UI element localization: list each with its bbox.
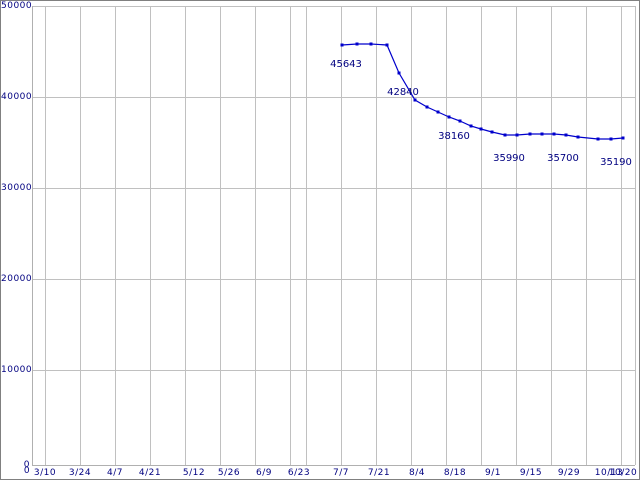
x-axis-tick-label: 8/4 (409, 468, 425, 478)
vertical-gridline (516, 6, 517, 465)
x-axis-tick-label: 9/15 (519, 468, 543, 478)
y-axis-tick-label: 50000 (1, 1, 33, 11)
x-axis-tick-label: 3/10 (33, 468, 57, 478)
horizontal-gridline (32, 279, 635, 280)
vertical-gridline (80, 6, 81, 465)
x-axis-tick-label: 10/20 (608, 468, 638, 478)
origin-label: 0 (23, 466, 31, 476)
vertical-gridline (185, 6, 186, 465)
x-axis-line (32, 465, 635, 466)
vertical-gridline (446, 6, 447, 465)
vertical-gridline (635, 6, 636, 465)
data-point-value-label: 45643 (330, 59, 362, 70)
data-point-value-label: 35190 (600, 157, 632, 168)
y-axis-tick-label: 0 (23, 460, 30, 470)
x-axis-tick-label: 4/21 (138, 468, 162, 478)
x-axis-tick-label: 3/24 (68, 468, 92, 478)
x-axis-tick-label: 5/26 (217, 468, 241, 478)
x-axis-tick-label: 9/1 (485, 468, 501, 478)
horizontal-gridline (32, 6, 635, 7)
x-axis-tick-label: 6/9 (256, 468, 272, 478)
data-point-value-label: 42840 (387, 87, 419, 98)
vertical-gridline (306, 6, 307, 465)
x-axis-tick-label: 7/7 (333, 468, 349, 478)
horizontal-gridline (32, 370, 635, 371)
data-point-value-label: 35700 (547, 153, 579, 164)
vertical-gridline (481, 6, 482, 465)
vertical-gridline (411, 6, 412, 465)
data-point-value-label: 35990 (493, 153, 525, 164)
x-axis-tick-label: 8/18 (443, 468, 467, 478)
horizontal-gridline (32, 188, 635, 189)
plot-area (32, 6, 636, 466)
vertical-gridline (255, 6, 256, 465)
vertical-gridline (621, 6, 622, 465)
vertical-gridline (551, 6, 552, 465)
x-axis-tick-label: 6/23 (287, 468, 311, 478)
vertical-gridline (586, 6, 587, 465)
vertical-gridline (150, 6, 151, 465)
y-axis-tick-label: 10000 (1, 365, 33, 375)
x-axis-tick-label: 9/29 (557, 468, 581, 478)
vertical-gridline (115, 6, 116, 465)
x-axis-tick-label: 7/21 (367, 468, 391, 478)
vertical-gridline (290, 6, 291, 465)
x-axis-tick-label: 4/7 (107, 468, 123, 478)
x-axis-tick-label: 10/13 (594, 468, 624, 478)
horizontal-gridline (32, 97, 635, 98)
vertical-gridline (341, 6, 342, 465)
y-axis-tick-label: 40000 (1, 92, 33, 102)
y-axis-tick-label: 30000 (1, 183, 33, 193)
x-axis-tick-label: 5/12 (182, 468, 206, 478)
vertical-gridline (376, 6, 377, 465)
vertical-gridline (45, 6, 46, 465)
data-point-value-label: 38160 (438, 131, 470, 142)
y-axis-line (32, 6, 33, 466)
vertical-gridline (220, 6, 221, 465)
y-axis-tick-label: 20000 (1, 274, 33, 284)
